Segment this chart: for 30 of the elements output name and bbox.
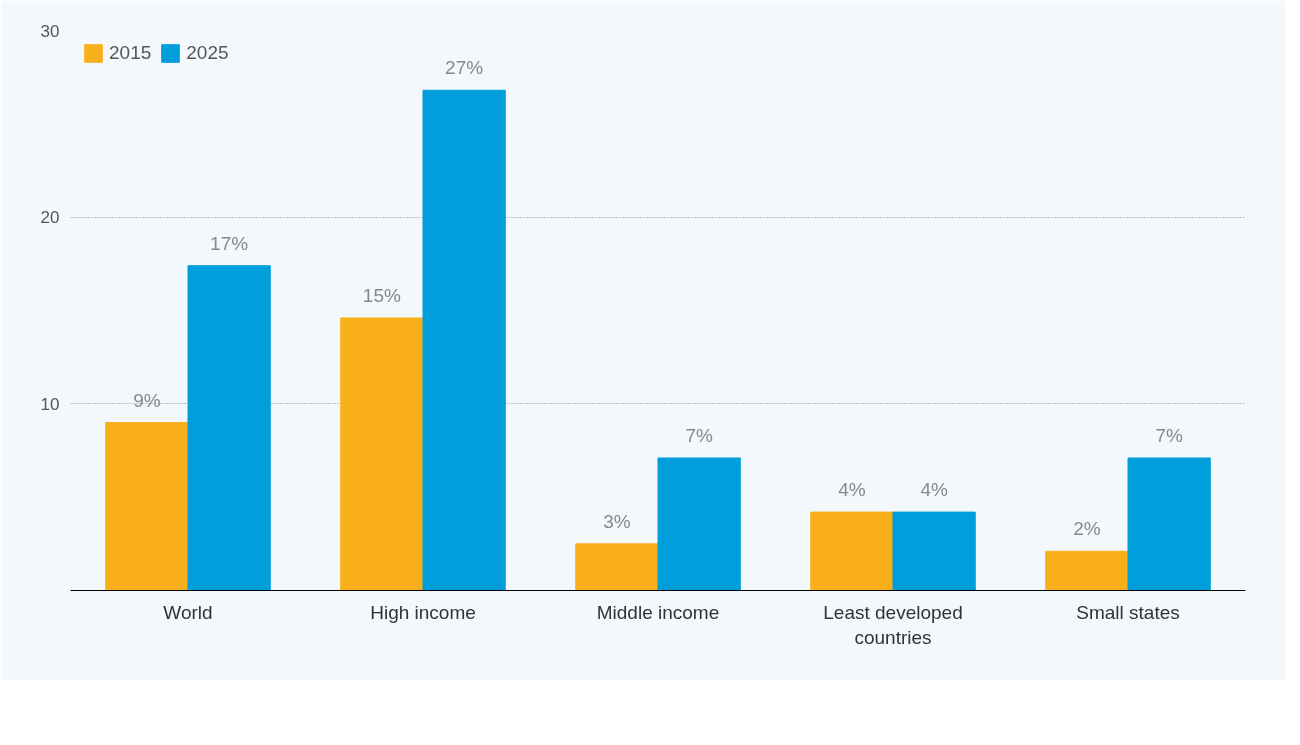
bar [657, 457, 741, 591]
bar [810, 511, 894, 591]
data-label: 4% [838, 479, 866, 501]
y-tick-label: 20 [40, 208, 60, 228]
bar [105, 422, 189, 591]
bar [340, 317, 424, 591]
y-tick-label: 30 [40, 21, 60, 41]
data-label: 27% [445, 57, 484, 79]
bar [1127, 457, 1211, 591]
y-tick-label: 10 [40, 394, 60, 414]
data-label: 2% [1073, 518, 1101, 540]
legend-label: 2025 [186, 42, 229, 64]
data-label: 4% [920, 479, 948, 501]
x-tick-label: World [163, 601, 213, 623]
x-tick-label: Small states [1076, 601, 1180, 623]
data-label: 9% [133, 389, 161, 411]
x-tick-label: Least developed countries [823, 601, 963, 648]
x-tick-label: High income [370, 601, 476, 623]
bar [575, 543, 659, 591]
bar [422, 89, 506, 591]
data-label: 17% [210, 232, 249, 254]
data-label: 3% [603, 510, 631, 532]
bar [1045, 550, 1129, 591]
bar [187, 265, 271, 591]
data-label: 7% [685, 424, 713, 446]
bar [892, 511, 976, 591]
data-label: 7% [1155, 424, 1183, 446]
x-tick-label: Middle income [596, 601, 720, 623]
data-label: 15% [362, 284, 401, 306]
legend-label: 2015 [109, 42, 152, 64]
